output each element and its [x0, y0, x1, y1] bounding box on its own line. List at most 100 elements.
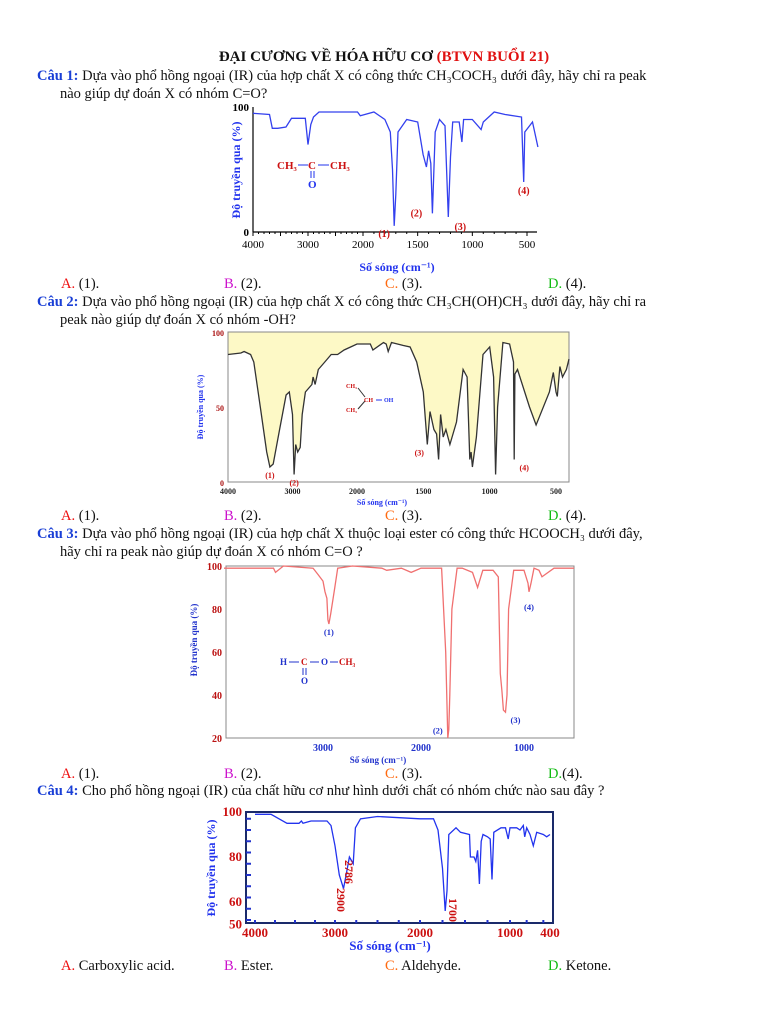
answer-b[interactable]: B. Ester.	[224, 958, 274, 975]
answer-key: B.	[224, 508, 238, 524]
x-tick-label: 2000	[349, 487, 365, 496]
answer-d[interactable]: D. (4).	[548, 508, 586, 525]
molecule-atom: O	[321, 657, 328, 667]
answer-c[interactable]: C. (3).	[385, 508, 422, 525]
answer-text: (2).	[240, 276, 262, 292]
answer-key: A.	[61, 276, 76, 292]
y-tick-label: 100	[207, 562, 222, 573]
spectrum-line	[252, 111, 539, 226]
molecule-atom: CH₃	[277, 160, 298, 172]
answer-b[interactable]: B. (2).	[224, 766, 261, 783]
molecule-atom: C	[301, 657, 308, 667]
x-tick-label: 1000	[482, 487, 498, 496]
title-main: ĐẠI CƯƠNG VỀ HÓA HỮU CƠ	[218, 49, 433, 65]
answer-text: (3).	[401, 276, 423, 292]
y-tick-label: 100	[212, 329, 224, 338]
spectrum-line	[255, 813, 551, 912]
answer-key: B.	[224, 958, 238, 974]
y-tick-label: 100	[233, 102, 250, 114]
answer-key: C.	[385, 766, 399, 782]
y-tick-label: 50	[229, 917, 242, 932]
y-tick-label: 0	[244, 227, 250, 239]
x-axis-label: Số sóng (cm⁻¹)	[349, 938, 431, 953]
ir-spectrum-chart-3: 3000 2000 1000 20 40 60 80 100 Số sóng (cm⁻¹) Độ …	[189, 562, 575, 765]
x-tick-label: 1000	[497, 925, 523, 940]
y-axis-label: Độ truyền qua (%)	[196, 374, 205, 439]
molecule-atom: C	[308, 160, 316, 172]
x-tick-label: 2000	[352, 239, 375, 251]
answer-text: Ester.	[240, 958, 274, 974]
answer-text: (4).	[565, 508, 587, 524]
answer-c[interactable]: C. (3).	[385, 766, 422, 783]
x-tick-label: 4000	[242, 925, 268, 940]
y-tick-label: 40	[212, 691, 222, 702]
question-4-line1: Câu 4: Cho phổ hồng ngoại (IR) của chất …	[37, 783, 604, 800]
y-axis-label: Độ truyền qua (%)	[189, 604, 199, 677]
question-1-line2: nào giúp dự đoán X có nhóm C=O?	[60, 86, 268, 102]
answer-text: (4).	[562, 766, 583, 782]
x-tick-label: 500	[550, 487, 562, 496]
answer-d[interactable]: D.(4).	[548, 766, 583, 783]
question-label: Câu 1:	[37, 68, 79, 84]
answer-key: D.	[548, 766, 563, 782]
peak-annotation: 2786	[342, 860, 356, 884]
x-tick-label: 1500	[407, 239, 430, 251]
molecule-atom: CH₃	[339, 657, 356, 667]
question-2-line2: peak nào giúp dự đoán X có nhóm -OH?	[60, 312, 296, 328]
answer-a[interactable]: A. (1).	[61, 276, 99, 293]
molecule-atom: H	[280, 657, 287, 667]
answer-key: A.	[61, 766, 76, 782]
ir-spectrum-chart-4: 4000 3000 2000 1000 400 50 60 80 100 Số sóng (cm⁻…	[204, 804, 560, 953]
molecule-atom: CH₃	[330, 160, 351, 172]
answer-key: D.	[548, 958, 563, 974]
molecule-bond	[357, 387, 366, 398]
x-tick-label: 500	[519, 239, 536, 251]
x-tick-label: 3000	[297, 239, 320, 251]
x-tick-label: 1500	[415, 487, 431, 496]
plot-frame	[227, 331, 570, 483]
answer-b[interactable]: B. (2).	[224, 508, 261, 525]
question-text: Dựa vào phổ hồng ngoại (IR) của hợp chất…	[82, 68, 647, 84]
peak-label: (3)	[510, 715, 520, 725]
plot-frame	[225, 565, 575, 739]
y-tick-label: 60	[229, 894, 242, 909]
molecule-atom: CH	[364, 398, 373, 404]
answer-c[interactable]: C. (3).	[385, 276, 422, 293]
answer-key: D.	[548, 508, 563, 524]
peak-label: (2)	[289, 479, 299, 488]
question-label: Câu 4:	[37, 783, 79, 799]
answer-key: C.	[385, 276, 399, 292]
answer-text: (1).	[78, 276, 100, 292]
peak-label: (1)	[324, 627, 334, 637]
question-text: Dựa vào phổ hồng ngoại (IR) của hợp chất…	[82, 294, 647, 310]
x-tick-label: 3000	[322, 925, 348, 940]
peak-label: (4)	[524, 602, 534, 612]
x-tick-label: 4000	[242, 239, 265, 251]
answer-b[interactable]: B. (2).	[224, 276, 261, 293]
y-tick-label: 80	[229, 849, 242, 864]
answer-text: Aldehyde.	[401, 958, 462, 974]
answer-text: (3).	[401, 766, 423, 782]
spectrum-line	[227, 341, 570, 475]
answer-c[interactable]: C. Aldehyde.	[385, 958, 461, 975]
ir-spectrum-chart-1: 4000 3000 2000 1500 1000 500 0 100 Số sóng (cm⁻¹…	[229, 102, 539, 274]
molecule-atom: CH₃	[346, 384, 357, 390]
answer-text: (2).	[240, 766, 262, 782]
answer-key: D.	[548, 276, 563, 292]
answer-a[interactable]: A. Carboxylic acid.	[61, 958, 175, 975]
answer-a[interactable]: A. (1).	[61, 766, 99, 783]
x-tick-label: 2000	[407, 925, 433, 940]
answer-d[interactable]: D. (4).	[548, 276, 586, 293]
x-tick-label: 1000	[461, 239, 484, 251]
x-tick-label: 400	[540, 925, 560, 940]
peak-label: (3)	[454, 222, 466, 233]
peak-annotation: 1700	[446, 898, 460, 922]
ir-spectrum-chart-2: 4000 3000 2000 1500 1000 500 0 50 100 Số sóng (cm…	[196, 329, 570, 507]
answer-d[interactable]: D. Ketone.	[548, 958, 611, 975]
molecule-atom: OH	[384, 398, 394, 404]
answer-a[interactable]: A. (1).	[61, 508, 99, 525]
y-tick-label: 100	[223, 804, 243, 819]
y-tick-label: 60	[212, 648, 222, 659]
peak-label: (2)	[433, 726, 443, 736]
molecule-atom: CH₃	[346, 408, 357, 414]
